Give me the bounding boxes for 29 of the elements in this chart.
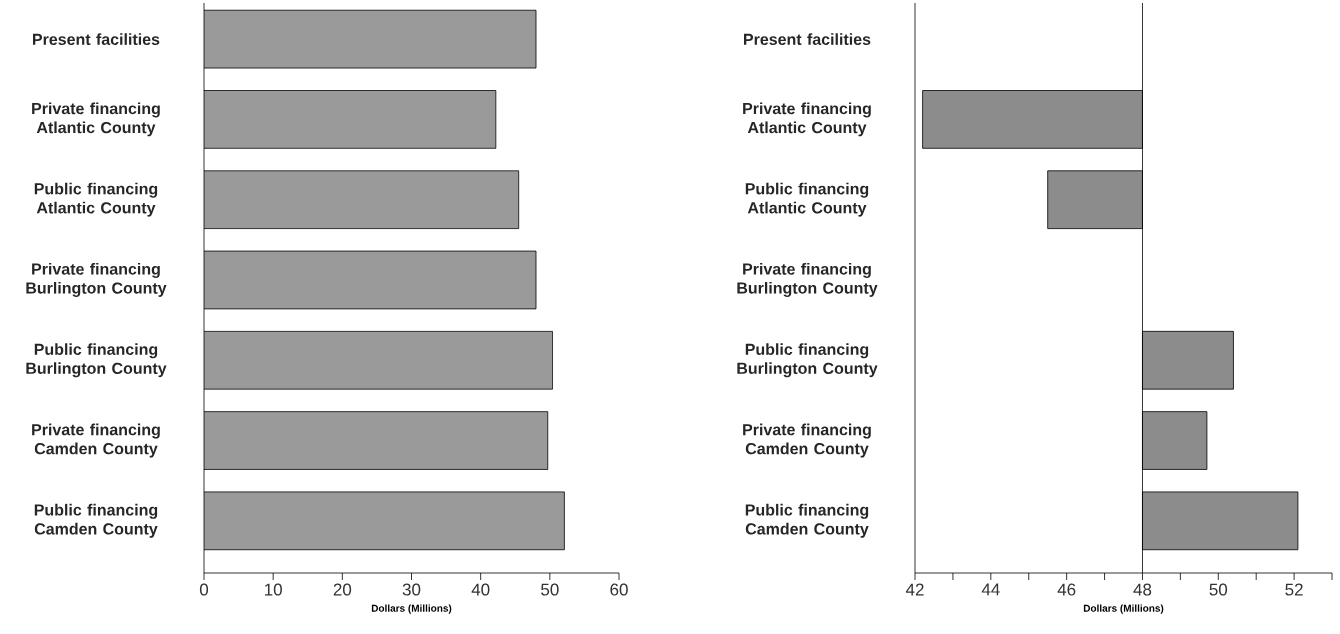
y-tick-label: Private financing Burlington County bbox=[26, 262, 167, 297]
x-tick-label: 50 bbox=[541, 583, 559, 596]
x-tick-label: 42 bbox=[905, 583, 924, 596]
y-tick-label: Present facilities bbox=[744, 33, 871, 46]
y-tick-label: Private financing Camden County bbox=[743, 423, 871, 458]
x-tick-label: 20 bbox=[333, 583, 352, 596]
y-tick-label: Public financing Camden County bbox=[34, 503, 158, 538]
x-tick-label: 30 bbox=[402, 583, 421, 596]
y-tick-label: Public financing Atlantic County bbox=[745, 182, 869, 217]
x-tick-label: 60 bbox=[610, 583, 628, 596]
y-tick-label: Public financing Atlantic County bbox=[34, 182, 158, 217]
x-tick-label: 10 bbox=[265, 583, 282, 596]
x-tick-label: 50 bbox=[1209, 583, 1228, 596]
x-tick-label: 44 bbox=[981, 583, 1000, 596]
y-tick-label: Private financing Camden County bbox=[32, 423, 160, 458]
y-tick-label: Public financing Burlington County bbox=[737, 343, 878, 378]
x-axis-title: Dollars (Millions) bbox=[371, 604, 452, 614]
y-tick-label: Public financing Camden County bbox=[745, 503, 869, 538]
y-tick-label: Private financing Burlington County bbox=[737, 262, 878, 297]
x-axis-title: Dollars (Millions) bbox=[1083, 604, 1164, 614]
y-tick-label: Present facilities bbox=[33, 33, 160, 46]
y-tick-label: Private financing Atlantic County bbox=[743, 102, 871, 137]
x-tick-label: 40 bbox=[471, 583, 490, 596]
x-tick-label: 52 bbox=[1285, 583, 1303, 596]
x-tick-label: 0 bbox=[199, 583, 209, 596]
x-tick-label: 48 bbox=[1133, 583, 1152, 596]
x-tick-label: 46 bbox=[1057, 583, 1076, 596]
y-tick-label: Private financing Atlantic County bbox=[32, 102, 160, 137]
y-tick-label: Public financing Burlington County bbox=[26, 343, 167, 378]
